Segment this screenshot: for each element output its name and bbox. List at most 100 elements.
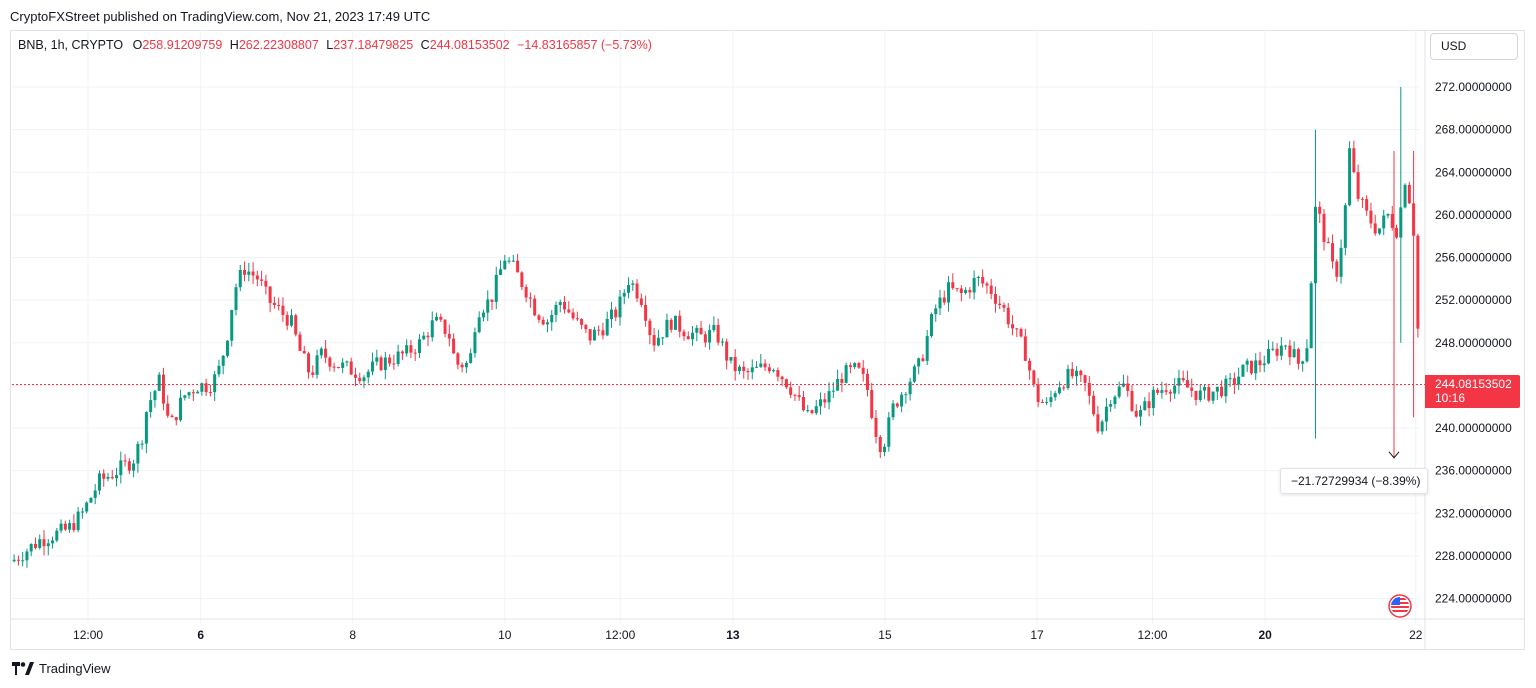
candle-body <box>1023 336 1027 361</box>
symbol-label[interactable]: BNB, 1h, CRYPTO <box>18 38 124 52</box>
candle-body <box>814 406 818 414</box>
candle-body <box>563 302 567 310</box>
currency-button[interactable]: USD <box>1430 33 1518 60</box>
candle-body <box>447 333 451 339</box>
candle-body <box>1164 390 1168 392</box>
candle-body <box>29 543 33 552</box>
candle-body <box>793 394 797 396</box>
candle-body <box>1407 184 1411 204</box>
candle-body <box>1203 387 1207 391</box>
price-axis[interactable]: 272.00000000 268.00000000 264.00000000 260.… <box>1435 80 1512 606</box>
candle-body <box>1070 368 1074 377</box>
candle-body <box>1386 213 1390 216</box>
candle-body <box>883 446 887 453</box>
candle-body <box>767 367 771 372</box>
candle-body <box>1262 363 1266 366</box>
candle-body <box>725 341 729 361</box>
candle-body <box>68 523 72 530</box>
candle-body <box>584 324 588 330</box>
candle-body <box>328 357 332 367</box>
candle-body <box>456 353 460 365</box>
candle-body <box>25 551 29 561</box>
candle-body <box>878 436 882 453</box>
candle-body <box>776 370 780 377</box>
candle-body <box>844 365 848 383</box>
candle-body <box>1083 375 1087 383</box>
measure-label[interactable]: −21.72729934 (−8.39%) <box>1280 468 1428 494</box>
x-tick-label: 6 <box>197 628 204 642</box>
candle-body <box>42 539 46 547</box>
last-price-value: 244.08153502 <box>1435 377 1512 391</box>
candle-body <box>217 365 221 375</box>
candle-body <box>691 332 695 340</box>
tradingview-branding[interactable]: TradingView <box>12 661 111 676</box>
candle-body <box>136 443 140 464</box>
candle-body <box>981 277 985 284</box>
x-tick-label: 12:00 <box>73 628 103 642</box>
candle-body <box>1382 215 1386 229</box>
candle-body <box>993 293 997 304</box>
candle-body <box>311 372 315 375</box>
y-tick-label: 240.00000000 <box>1435 421 1512 435</box>
x-tick-label: 17 <box>1030 628 1044 642</box>
candle-body <box>1232 378 1236 385</box>
candle-body <box>89 497 93 503</box>
candle-body <box>592 329 596 341</box>
candle-body <box>772 370 776 372</box>
candle-body <box>119 460 123 476</box>
candle-body <box>823 399 827 403</box>
candle-body <box>1079 370 1083 376</box>
candle-body <box>1228 378 1232 380</box>
candle-body <box>1399 207 1403 238</box>
candle-body <box>1377 228 1381 234</box>
candle-body <box>1198 390 1202 400</box>
candle-body <box>1220 386 1224 397</box>
candle-body <box>874 417 878 437</box>
candle-body <box>1019 329 1023 337</box>
candle-body <box>157 374 161 391</box>
candle-body <box>887 417 891 447</box>
open-label: O <box>132 38 143 52</box>
candle-body <box>545 322 549 325</box>
candle-body <box>469 353 473 363</box>
candle-body <box>895 403 899 407</box>
open-value: 258.91209759 <box>142 38 223 52</box>
candle-body <box>729 357 733 361</box>
high-value: 262.22308807 <box>238 38 319 52</box>
candle-body <box>106 477 110 479</box>
candle-body <box>1318 206 1322 214</box>
candle-body <box>857 363 861 368</box>
candle-body <box>16 559 20 561</box>
candle-body <box>260 279 264 281</box>
us-flag-icon[interactable] <box>1388 594 1412 618</box>
candle-body <box>208 392 212 394</box>
candle-body <box>870 389 874 418</box>
candle-body <box>1313 206 1317 284</box>
candle-body <box>947 282 951 303</box>
candle-body <box>72 523 76 531</box>
candle-body <box>1360 198 1364 200</box>
candle-body <box>929 314 933 337</box>
candle-body <box>230 310 234 341</box>
candle-body <box>908 381 912 395</box>
candle-body <box>912 366 916 382</box>
candle-body <box>503 260 507 270</box>
candle-body <box>597 329 601 331</box>
candle-body <box>93 490 97 498</box>
candle-body <box>140 443 144 445</box>
candle-body <box>1365 199 1369 211</box>
candle-body <box>1181 377 1185 381</box>
candle-body <box>486 299 490 313</box>
candle-body <box>622 292 626 297</box>
candle-body <box>153 390 157 401</box>
candle-body <box>1049 397 1053 402</box>
candle-body <box>341 362 345 368</box>
candle-body <box>635 283 639 299</box>
candle-body <box>1066 368 1070 389</box>
candle-body <box>388 357 392 364</box>
candle-body <box>38 539 42 548</box>
time-axis[interactable]: 12:00 6 8 10 12:00 13 15 17 12:00 20 22 <box>73 628 1423 642</box>
candle-body <box>221 355 225 366</box>
candle-body <box>665 319 669 338</box>
